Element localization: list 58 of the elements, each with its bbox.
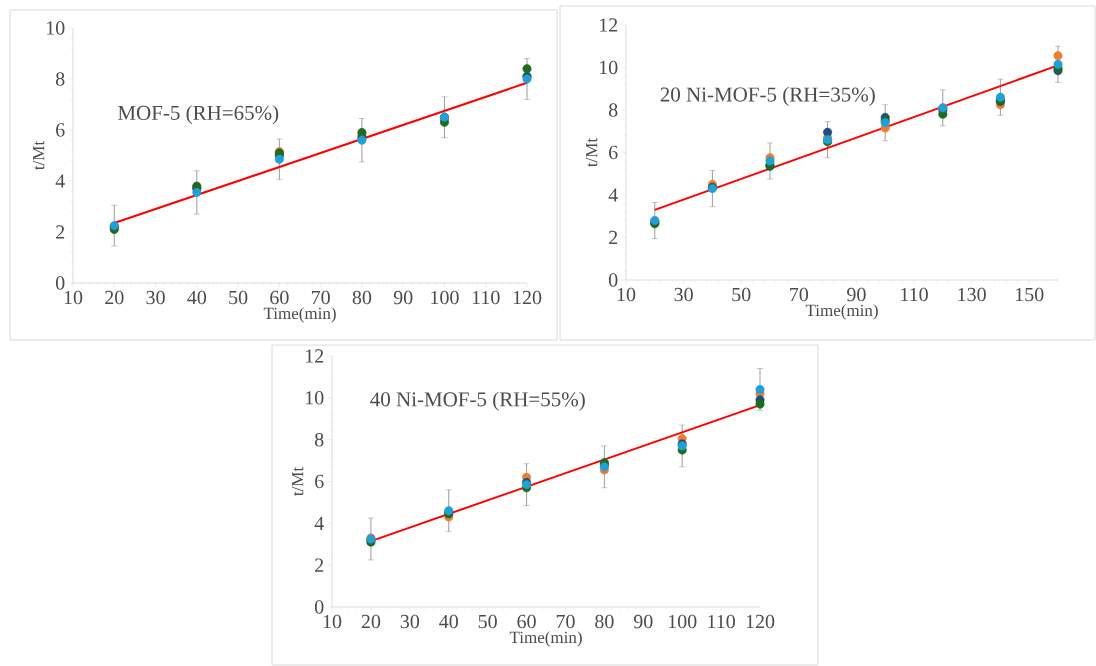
x-tick-label: 40	[439, 614, 458, 629]
x-tick-label: 120	[746, 614, 775, 629]
x-axis-title: Time(min)	[263, 307, 336, 323]
y-tick-label: 0	[55, 276, 65, 290]
y-tick-label: 4	[55, 174, 65, 188]
y-tick-label: 4	[608, 188, 618, 202]
x-tick-label: 120	[513, 290, 542, 305]
y-tick-label: 12	[599, 18, 618, 32]
x-tick-label: 50	[732, 287, 751, 302]
y-tick-label: 10	[599, 60, 618, 75]
x-tick-label: 50	[478, 614, 497, 629]
x-axis-title: Time(min)	[805, 304, 878, 320]
x-tick-label: 150	[1015, 287, 1044, 302]
y-tick-label: 6	[56, 123, 65, 137]
x-tick-label: 110	[901, 287, 928, 302]
y-tick-label: 2	[315, 558, 324, 572]
y-tick-label: 8	[608, 103, 618, 117]
x-tick-label: 70	[556, 614, 575, 629]
x-tick-label: 60	[270, 290, 289, 305]
y-tick-label: 0	[314, 600, 324, 614]
y-tick-label: 2	[56, 225, 65, 239]
y-axis-title: t/Mt	[585, 137, 598, 167]
x-tick-label: 90	[847, 287, 866, 302]
x-tick-label: 100	[668, 614, 697, 629]
y-tick-label: 0	[608, 273, 618, 287]
x-tick-label: 110	[708, 614, 735, 629]
y-axis-title: t/Mt	[32, 140, 45, 170]
y-tick-label: 10	[305, 391, 324, 405]
x-tick-label: 30	[400, 614, 420, 629]
y-tick-label: 8	[314, 432, 324, 447]
x-tick-label: 80	[352, 290, 372, 305]
x-tick-label: 90	[393, 290, 413, 305]
x-axis-title: Time(min)	[509, 631, 582, 647]
x-tick-label: 50	[229, 290, 248, 305]
y-tick-label: 6	[609, 145, 618, 160]
x-tick-label: 20	[105, 290, 124, 305]
y-tick-label: 10	[46, 21, 65, 35]
x-tick-label: 80	[595, 614, 614, 629]
y-tick-label: 8	[55, 72, 65, 86]
annotation: 20 Ni-MOF-5 (RH=35%)	[660, 86, 875, 106]
y-axis-title: t/Mt	[291, 466, 304, 496]
x-tick-label: 60	[517, 614, 536, 629]
y-tick-label: 2	[609, 230, 618, 245]
x-tick-label: 40	[187, 290, 207, 305]
x-tick-label: 130	[958, 287, 986, 302]
x-tick-label: 30	[146, 290, 165, 305]
x-tick-label: 110	[472, 290, 500, 305]
y-tick-label: 4	[314, 516, 324, 530]
x-tick-label: 20	[361, 614, 381, 629]
y-tick-label: 6	[315, 474, 324, 489]
x-tick-label: 90	[633, 614, 653, 629]
x-tick-label: 70	[311, 290, 330, 305]
x-tick-label: 70	[790, 287, 809, 302]
y-tick-label: 12	[305, 349, 324, 363]
annotation: MOF-5 (RH=65%)	[118, 105, 279, 125]
annotation: 40 Ni-MOF-5 (RH=55%)	[370, 391, 585, 411]
x-tick-label: 100	[431, 290, 459, 305]
x-tick-label: 30	[674, 287, 693, 302]
